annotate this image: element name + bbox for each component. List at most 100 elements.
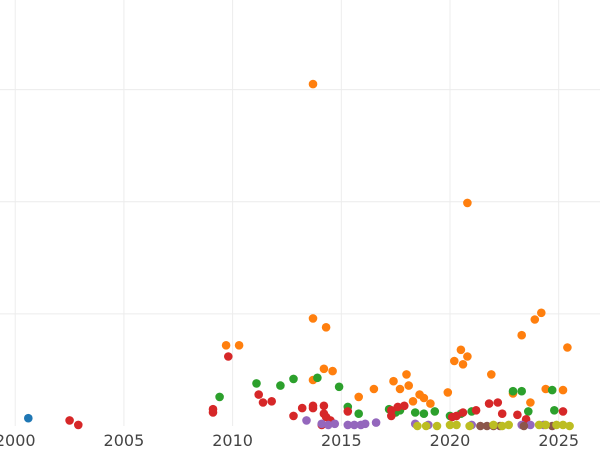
- data-point-red-15: [343, 407, 353, 416]
- data-point-purple-3: [330, 419, 340, 429]
- data-point-orange-11: [395, 384, 405, 394]
- data-point-red-25: [493, 398, 503, 407]
- data-point-purple-4: [343, 420, 353, 430]
- data-point-orange-26: [517, 330, 526, 340]
- data-point-orange-21: [458, 360, 468, 369]
- data-point-red-23: [471, 406, 481, 415]
- data-point-orange-7: [328, 366, 337, 376]
- data-point-green-3: [289, 374, 298, 384]
- data-point-orange-19: [450, 356, 459, 366]
- data-point-red-6: [289, 411, 298, 421]
- data-point-olive-8: [504, 420, 513, 430]
- data-point-orange-24: [487, 370, 496, 379]
- data-point-red-27: [513, 410, 522, 420]
- data-point-red-18: [400, 401, 409, 411]
- data-point-orange-6: [319, 364, 329, 374]
- points-layer: [24, 79, 574, 431]
- data-point-green-2: [276, 381, 285, 390]
- x-tick-label-2025: 2025: [538, 431, 579, 450]
- data-point-olive-1: [421, 421, 431, 431]
- x-tick-label-2020: 2020: [430, 431, 471, 450]
- data-point-orange-22: [463, 352, 472, 361]
- data-point-green-21: [550, 406, 559, 415]
- data-point-orange-14: [408, 397, 418, 406]
- data-point-purple-2: [324, 420, 333, 430]
- data-point-orange-12: [402, 370, 411, 379]
- data-point-green-1: [252, 379, 261, 388]
- data-point-red-7: [297, 403, 307, 413]
- data-point-orange-2: [308, 79, 318, 89]
- series-green: [215, 373, 559, 421]
- data-point-red-9: [308, 401, 318, 411]
- data-point-red-29: [558, 407, 568, 416]
- data-point-green-7: [354, 409, 364, 419]
- data-point-orange-1: [234, 341, 244, 350]
- data-point-green-19: [524, 407, 533, 416]
- data-point-red-22: [458, 408, 468, 417]
- data-point-red-10: [319, 401, 329, 411]
- x-tick-label-2005: 2005: [104, 431, 145, 450]
- data-point-olive-6: [489, 420, 498, 430]
- data-point-olive-3: [445, 420, 455, 430]
- data-point-green-13: [430, 407, 440, 416]
- data-point-orange-32: [563, 343, 572, 352]
- data-point-olive-0: [413, 421, 422, 431]
- data-point-green-17: [508, 386, 518, 396]
- x-axis-tick-labels: 2000 2005 2010 2015 2020 2025: [0, 431, 579, 450]
- data-point-red-2: [224, 352, 233, 361]
- data-point-orange-0: [221, 341, 231, 350]
- data-point-red-26: [497, 409, 507, 419]
- data-point-green-11: [410, 408, 420, 417]
- data-point-blue-0: [24, 413, 33, 423]
- data-point-red-19: [387, 406, 396, 415]
- data-point-purple-8: [371, 418, 381, 427]
- series-orange: [221, 79, 572, 408]
- data-point-orange-8: [354, 392, 364, 402]
- data-point-orange-23: [463, 198, 472, 208]
- data-point-olive-5: [465, 421, 474, 431]
- x-tick-label-2010: 2010: [212, 431, 253, 450]
- data-point-orange-31: [558, 385, 568, 395]
- data-point-orange-10: [389, 376, 398, 386]
- data-point-orange-27: [526, 398, 535, 407]
- data-point-green-18: [517, 386, 526, 396]
- series-blue: [24, 413, 33, 423]
- data-point-orange-17: [426, 399, 435, 408]
- data-point-red-31: [74, 420, 83, 430]
- data-point-red-3: [254, 390, 263, 399]
- data-point-green-12: [419, 409, 429, 419]
- data-point-green-0: [215, 392, 224, 402]
- data-point-orange-29: [537, 308, 546, 318]
- data-point-orange-16: [419, 393, 429, 403]
- data-point-green-4: [313, 373, 322, 383]
- data-point-olive-2: [432, 421, 442, 431]
- data-point-green-5: [334, 382, 344, 392]
- data-point-purple-5: [350, 420, 359, 430]
- data-point-orange-18: [443, 388, 453, 397]
- data-point-olive-4: [452, 420, 461, 430]
- data-point-olive-10: [541, 420, 550, 430]
- data-point-red-1: [208, 404, 218, 414]
- data-point-red-21: [452, 411, 461, 421]
- data-point-purple-7: [360, 419, 370, 429]
- data-point-orange-3: [308, 314, 318, 323]
- data-point-orange-30: [541, 384, 550, 394]
- grid-layer: [0, 0, 600, 426]
- data-point-green-20: [547, 385, 557, 395]
- data-point-brown-1: [482, 421, 492, 431]
- x-tick-label-2000: 2000: [0, 431, 36, 450]
- x-tick-label-2015: 2015: [321, 431, 362, 450]
- data-point-olive-12: [558, 420, 568, 430]
- data-point-brown-0: [476, 421, 485, 431]
- data-point-purple-0: [302, 416, 311, 425]
- data-point-red-5: [267, 397, 277, 406]
- data-point-olive-13: [565, 421, 574, 431]
- data-point-olive-11: [552, 420, 561, 430]
- data-point-orange-28: [530, 315, 540, 324]
- series-olive: [413, 420, 574, 431]
- data-point-orange-20: [456, 345, 466, 355]
- data-point-red-17: [393, 402, 403, 412]
- data-point-orange-13: [404, 381, 414, 390]
- data-point-red-4: [258, 398, 268, 407]
- data-point-orange-5: [321, 323, 331, 332]
